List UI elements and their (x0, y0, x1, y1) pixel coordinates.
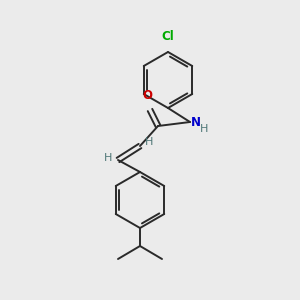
Text: H: H (200, 124, 208, 134)
Text: H: H (104, 153, 112, 163)
Text: N: N (191, 116, 201, 128)
Text: Cl: Cl (162, 30, 174, 43)
Text: O: O (142, 89, 152, 102)
Text: H: H (145, 137, 153, 147)
